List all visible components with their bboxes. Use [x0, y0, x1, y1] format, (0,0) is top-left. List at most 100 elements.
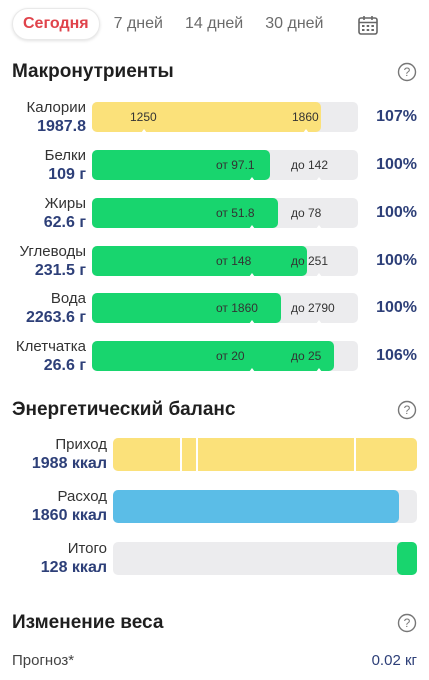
macro-label: Калории 1987.8: [0, 99, 86, 137]
macro-percent: 100%: [376, 252, 417, 269]
macro-bar: 1250 1860: [92, 102, 358, 133]
macro-low-label: от 97.1: [216, 158, 255, 172]
macro-row: Углеводы 231.5 г от 148 до 251 100%: [0, 243, 429, 283]
macro-row: Калории 1987.8 1250 1860 107%: [0, 99, 429, 139]
macro-row: Вода 2263.6 г от 1860 до 2790 100%: [0, 290, 429, 330]
energy-label: Расход 1860 ккал: [0, 488, 107, 526]
macro-label: Углеводы 231.5 г: [0, 243, 86, 281]
macro-high-label: до 142: [291, 158, 329, 172]
macro-value: 62.6 г: [43, 214, 86, 231]
calendar-icon[interactable]: [357, 14, 379, 36]
energy-bar: [113, 438, 417, 471]
energy-bar-fill: [397, 542, 417, 575]
range-marker: [316, 368, 322, 372]
macro-bar: от 97.1 до 142: [92, 150, 358, 181]
energy-name: Итого: [67, 540, 107, 557]
macro-low-label: от 20: [216, 349, 245, 363]
macro-bar-fill: [92, 246, 307, 276]
help-icon[interactable]: ?: [397, 62, 417, 82]
macro-value: 1987.8: [37, 118, 86, 135]
macro-bar-fill: [92, 150, 270, 180]
energy-segment-divider: [196, 438, 198, 471]
macro-value: 109 г: [48, 166, 86, 183]
macro-low-label: от 1860: [216, 301, 258, 315]
svg-text:?: ?: [404, 616, 411, 630]
macro-name: Жиры: [44, 195, 86, 212]
energy-label: Приход 1988 ккал: [0, 436, 107, 474]
range-marker: [249, 177, 255, 181]
energy-row: Приход 1988 ккал: [0, 436, 429, 476]
tab-7-days[interactable]: 7 дней: [113, 15, 163, 32]
range-marker: [249, 320, 255, 324]
macro-name: Вода: [50, 290, 86, 307]
macro-bar: от 51.8 до 78: [92, 198, 358, 229]
tab-today[interactable]: Сегодня: [12, 8, 100, 40]
energy-bar: [113, 542, 417, 575]
range-marker: [316, 177, 322, 181]
range-marker: [249, 225, 255, 229]
macro-high-label: до 251: [291, 254, 329, 268]
range-marker: [316, 320, 322, 324]
weight-title: Изменение веса: [12, 612, 164, 633]
help-icon[interactable]: ?: [397, 613, 417, 633]
macro-percent: 100%: [376, 204, 417, 221]
range-marker: [303, 129, 309, 133]
range-marker: [316, 225, 322, 229]
tab-30-days[interactable]: 30 дней: [265, 15, 324, 32]
energy-bar: [113, 490, 417, 523]
macro-row: Клетчатка 26.6 г от 20 до 25 106%: [0, 338, 429, 378]
macro-bar-fill: [92, 102, 321, 132]
macro-high-label: до 25: [291, 349, 322, 363]
energy-segment-divider: [180, 438, 182, 471]
macro-value: 26.6 г: [43, 357, 86, 374]
svg-text:?: ?: [404, 65, 411, 79]
macro-name: Калории: [26, 99, 86, 116]
energy-bar-fill: [113, 490, 399, 523]
range-marker: [249, 273, 255, 277]
macro-percent: 107%: [376, 108, 417, 125]
forecast-value: 0.02 кг: [371, 652, 417, 669]
tab-14-days[interactable]: 14 дней: [184, 15, 244, 32]
period-tabs: Сегодня 7 дней 14 дней 30 дней: [12, 8, 417, 40]
energy-row: Расход 1860 ккал: [0, 488, 429, 528]
macro-row: Белки 109 г от 97.1 до 142 100%: [0, 147, 429, 187]
macro-label: Жиры 62.6 г: [0, 195, 86, 233]
macro-high-label: до 78: [291, 206, 322, 220]
macro-name: Белки: [44, 147, 86, 164]
macro-label: Белки 109 г: [0, 147, 86, 185]
macro-low-label: 1250: [130, 110, 157, 124]
macro-percent: 100%: [376, 156, 417, 173]
macros-title: Макронутриенты: [12, 61, 174, 82]
macro-row: Жиры 62.6 г от 51.8 до 78 100%: [0, 195, 429, 235]
range-marker: [249, 368, 255, 372]
macro-value: 231.5 г: [34, 262, 86, 279]
macro-low-label: от 51.8: [216, 206, 255, 220]
energy-bar-fill: [113, 438, 417, 471]
svg-text:?: ?: [404, 403, 411, 417]
macro-bar-fill: [92, 341, 334, 371]
macro-low-label: от 148: [216, 254, 252, 268]
macro-percent: 100%: [376, 299, 417, 316]
energy-value: 1860 ккал: [31, 507, 107, 524]
range-marker: [316, 273, 322, 277]
macro-label: Вода 2263.6 г: [0, 290, 86, 328]
macro-high-label: 1860: [292, 110, 319, 124]
macro-name: Клетчатка: [15, 338, 86, 355]
macro-label: Клетчатка 26.6 г: [0, 338, 86, 376]
macro-value: 2263.6 г: [25, 309, 86, 326]
forecast-label: Прогноз*: [12, 652, 75, 669]
help-icon[interactable]: ?: [397, 400, 417, 420]
macro-bar: от 1860 до 2790: [92, 293, 358, 324]
macro-name: Углеводы: [19, 243, 86, 260]
energy-label: Итого 128 ккал: [0, 540, 107, 578]
macro-bar: от 20 до 25: [92, 341, 358, 372]
range-marker: [141, 129, 147, 133]
macro-percent: 106%: [376, 347, 417, 364]
macro-high-label: до 2790: [291, 301, 335, 315]
macro-bar-fill: [92, 198, 278, 228]
energy-name: Приход: [55, 436, 107, 453]
energy-row: Итого 128 ккал: [0, 540, 429, 580]
energy-title: Энергетический баланс: [12, 399, 236, 420]
macro-bar: от 148 до 251: [92, 246, 358, 277]
macro-bar-fill: [92, 293, 281, 323]
